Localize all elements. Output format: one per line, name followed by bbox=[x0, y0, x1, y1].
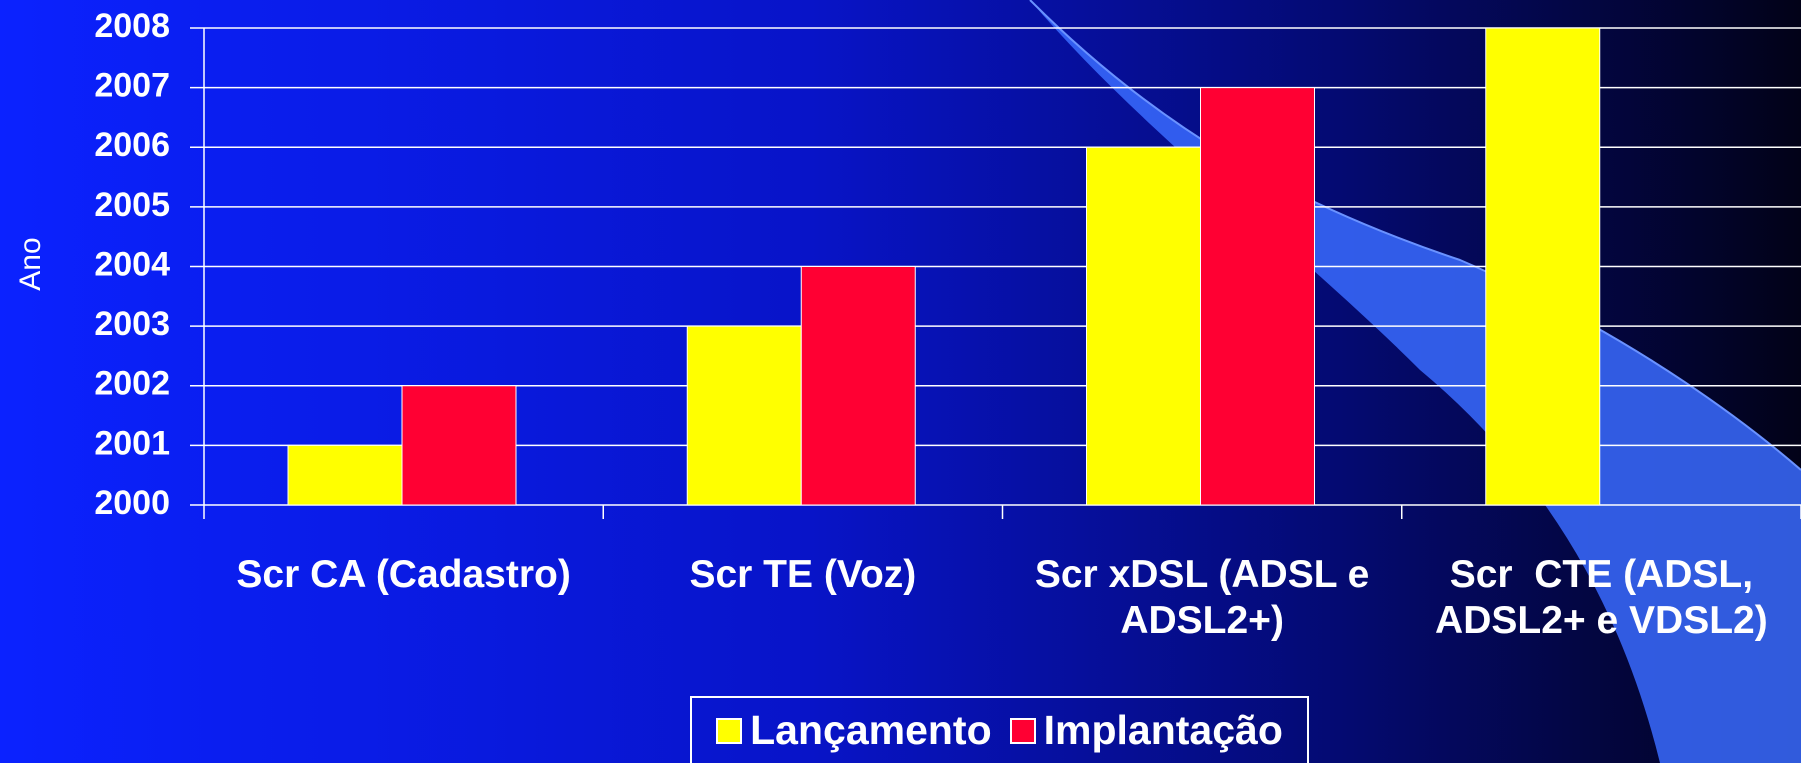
bar bbox=[687, 326, 801, 505]
slide: Ano 2000 2001 2002 2003 2004 2005 2006 2007 2008… bbox=[0, 0, 1801, 763]
x-tick-label: Scr TE (Voz) bbox=[593, 552, 1012, 598]
bar bbox=[288, 445, 402, 505]
y-tick-label: 2006 bbox=[94, 126, 170, 164]
y-tick-label: 2004 bbox=[94, 245, 170, 283]
y-axis-label: Ano bbox=[14, 237, 47, 290]
bar bbox=[1201, 88, 1315, 505]
bar bbox=[801, 267, 915, 506]
y-tick-label: 2008 bbox=[94, 7, 170, 45]
y-tick-label: 2007 bbox=[94, 67, 170, 105]
legend: Lançamento Implantação bbox=[690, 696, 1309, 763]
chart: Ano 2000 2001 2002 2003 2004 2005 2006 2007 2008 bbox=[0, 0, 1801, 763]
legend-swatch bbox=[1010, 718, 1036, 744]
legend-item: Lançamento bbox=[716, 707, 992, 754]
legend-item: Implantação bbox=[1010, 707, 1283, 754]
legend-label: Implantação bbox=[1044, 707, 1283, 754]
x-tick-label: Scr CA (Cadastro) bbox=[194, 552, 613, 598]
x-tick-label: Scr xDSL (ADSL e ADSL2+) bbox=[993, 552, 1412, 644]
y-tick-label: 2002 bbox=[94, 365, 170, 403]
y-tick-label: 2005 bbox=[94, 186, 170, 224]
y-tick-label: 2001 bbox=[94, 424, 170, 462]
legend-label: Lançamento bbox=[750, 707, 992, 754]
bar bbox=[1087, 147, 1201, 505]
bar bbox=[402, 386, 516, 505]
bar bbox=[1486, 28, 1600, 505]
y-tick-label: 2000 bbox=[94, 484, 170, 522]
legend-swatch bbox=[716, 718, 742, 744]
x-tick-label: Scr CTE (ADSL, ADSL2+ e VDSL2) bbox=[1392, 552, 1801, 644]
y-tick-label: 2003 bbox=[94, 305, 170, 343]
